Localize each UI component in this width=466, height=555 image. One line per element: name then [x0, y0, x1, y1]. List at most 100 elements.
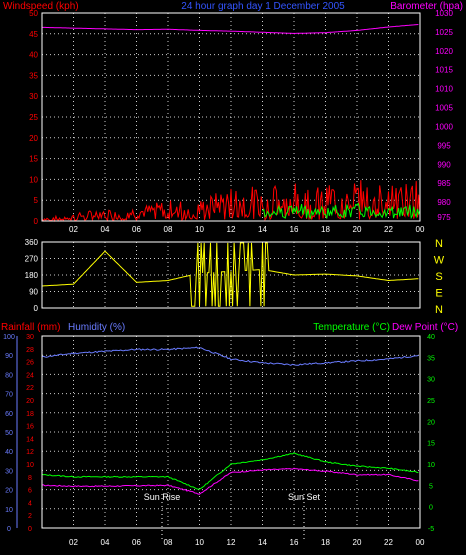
humidity-axis-label: Humidity (%) — [68, 322, 125, 333]
temperature-tick-label: 0 — [429, 505, 433, 512]
panel2-series — [41, 242, 419, 307]
rainfall-tick-label: 8 — [28, 475, 32, 482]
temperature-tick-label: 5 — [429, 483, 433, 490]
x-tick-label: 10 — [195, 225, 204, 234]
rainfall-tick-label: 24 — [26, 372, 34, 379]
wind-gust-line — [262, 202, 421, 220]
panel3-grid — [42, 336, 421, 528]
wind-tick-label: 0 — [34, 217, 39, 226]
humidity-tick-label: 40 — [5, 449, 13, 456]
wind-tick-label: 35 — [29, 71, 38, 80]
x-tick-label: 00 — [416, 538, 425, 547]
barometer-tick-label: 980 — [437, 198, 451, 207]
panel1-series — [41, 24, 421, 223]
barometer-axis-label: Barometer (hpa) — [390, 1, 463, 12]
x-tick-label: 14 — [258, 538, 267, 547]
rainfall-tick-label: 12 — [26, 449, 34, 456]
temperature-tick-label: 30 — [427, 377, 435, 384]
humidity-tick-label: 30 — [5, 468, 13, 475]
rainfall-tick-label: 28 — [26, 347, 34, 354]
humidity-tick-label: 60 — [5, 411, 13, 418]
rainfall-tick-label: 10 — [26, 462, 34, 469]
temperature-tick-label: 40 — [427, 334, 435, 341]
wind-tick-label: 15 — [29, 155, 38, 164]
sun-markers: Sun Rise Sun Set — [144, 492, 321, 540]
wind-tick-label: 50 — [29, 9, 38, 18]
humidity-tick-label: 70 — [5, 392, 13, 399]
barometer-tick-label: 985 — [437, 179, 451, 188]
compass-tick-label: N — [435, 304, 443, 316]
wind-tick-label: 20 — [29, 134, 38, 143]
x-tick-label: 10 — [195, 538, 204, 547]
temperature-axis-label: Temperature (°C) — [313, 322, 390, 333]
rainfall-tick-label: 16 — [26, 424, 34, 431]
panel-wind-barometer: Windspeed (kph) 24 hour graph day 1 Dece… — [3, 1, 463, 234]
humidity-tick-label: 50 — [5, 430, 13, 437]
direction-tick-label: 270 — [25, 255, 39, 264]
humidity-tick-label: 0 — [7, 526, 11, 533]
rainfall-tick-label: 26 — [26, 360, 34, 367]
chart-title: 24 hour graph day 1 December 2005 — [181, 1, 345, 12]
x-tick-label: 02 — [69, 538, 78, 547]
rainfall-tick-label: 30 — [26, 334, 34, 341]
x-tick-label: 04 — [101, 225, 110, 234]
wind-tick-label: 30 — [29, 92, 38, 101]
x-tick-label: 12 — [227, 225, 236, 234]
panel-temperature-humidity: Rainfall (mm) Humidity (%) Temperature (… — [1, 322, 458, 547]
humidity-line — [41, 346, 419, 366]
x-tick-label: 02 — [69, 225, 78, 234]
direction-tick-label: 90 — [29, 288, 38, 297]
wind-direction-line — [41, 242, 419, 307]
humidity-tick-label: 10 — [5, 507, 13, 514]
x-tick-label: 16 — [290, 225, 299, 234]
wind-speed-axis-label: Windspeed (kph) — [3, 1, 79, 12]
barometer-tick-label: 1015 — [435, 66, 453, 75]
direction-tick-label: 360 — [25, 238, 39, 247]
x-tick-label: 06 — [132, 225, 141, 234]
panel1-right-ticks: 1030 1025 1020 1015 1010 1005 1000 995 990 985 980… — [435, 9, 453, 222]
temperature-tick-label: 25 — [427, 398, 435, 405]
humidity-tick-label: 90 — [5, 353, 13, 360]
humidity-tick-label: 80 — [5, 372, 13, 379]
x-tick-label: 18 — [321, 538, 330, 547]
x-tick-label: 20 — [353, 225, 362, 234]
compass-tick-label: E — [435, 288, 442, 300]
x-tick-label: 00 — [416, 225, 425, 234]
x-tick-label: 04 — [101, 538, 110, 547]
sunrise-label: Sun Rise — [144, 492, 181, 502]
rainfall-tick-label: 20 — [26, 398, 34, 405]
x-tick-label: 08 — [164, 538, 173, 547]
x-tick-label: 20 — [353, 538, 362, 547]
barometer-tick-label: 1010 — [435, 85, 453, 94]
wind-tick-label: 5 — [34, 196, 39, 205]
compass-tick-label: N — [435, 238, 443, 250]
humidity-tick-label: 20 — [5, 488, 13, 495]
x-tick-label: 08 — [164, 225, 173, 234]
rainfall-tick-label: 18 — [26, 411, 34, 418]
barometer-tick-label: 1005 — [435, 104, 453, 113]
wind-tick-label: 10 — [29, 175, 38, 184]
temperature-tick-label: -5 — [428, 526, 434, 533]
rainfall-tick-label: 22 — [26, 385, 34, 392]
barometer-tick-label: 1030 — [435, 9, 453, 18]
temperature-tick-label: 10 — [427, 462, 435, 469]
temperature-line — [41, 452, 419, 490]
rainfall-axis-label: Rainfall (mm) — [1, 322, 60, 333]
rainfall-tick-label: 6 — [28, 488, 32, 495]
temperature-ticks: 40 35 30 25 20 15 10 5 0 -5 — [427, 334, 435, 533]
wind-speed-line — [41, 180, 421, 223]
rainfall-tick-label: 4 — [28, 500, 32, 507]
x-tick-label: 06 — [132, 538, 141, 547]
temperature-tick-label: 20 — [427, 419, 435, 426]
panel1-x-ticks: 02 04 06 08 10 12 14 16 18 20 22 00 — [69, 225, 425, 234]
barometer-tick-label: 1020 — [435, 47, 453, 56]
barometer-tick-label: 1000 — [435, 122, 453, 131]
direction-tick-label: 180 — [25, 271, 39, 280]
barometer-tick-label: 1025 — [435, 28, 453, 37]
wind-tick-label: 40 — [29, 51, 38, 60]
